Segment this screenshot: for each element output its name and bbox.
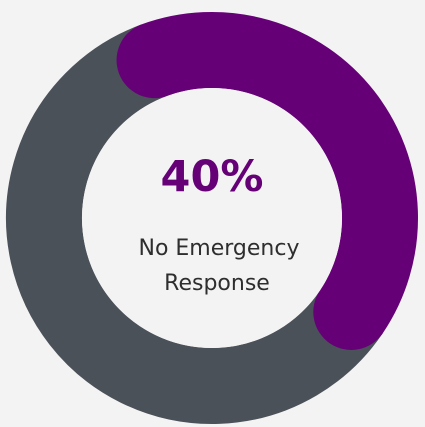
center-label-line-2: Response <box>164 271 270 296</box>
center-value: 40% <box>161 152 264 202</box>
donut-slice-0 <box>116 12 418 350</box>
center-label-line-1: No Emergency <box>139 236 300 261</box>
ring-layer <box>6 12 418 424</box>
donut-slice-1 <box>6 24 383 424</box>
center-disc <box>82 88 342 348</box>
